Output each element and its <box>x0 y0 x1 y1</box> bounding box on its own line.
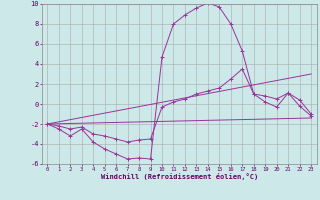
X-axis label: Windchill (Refroidissement éolien,°C): Windchill (Refroidissement éolien,°C) <box>100 173 258 180</box>
